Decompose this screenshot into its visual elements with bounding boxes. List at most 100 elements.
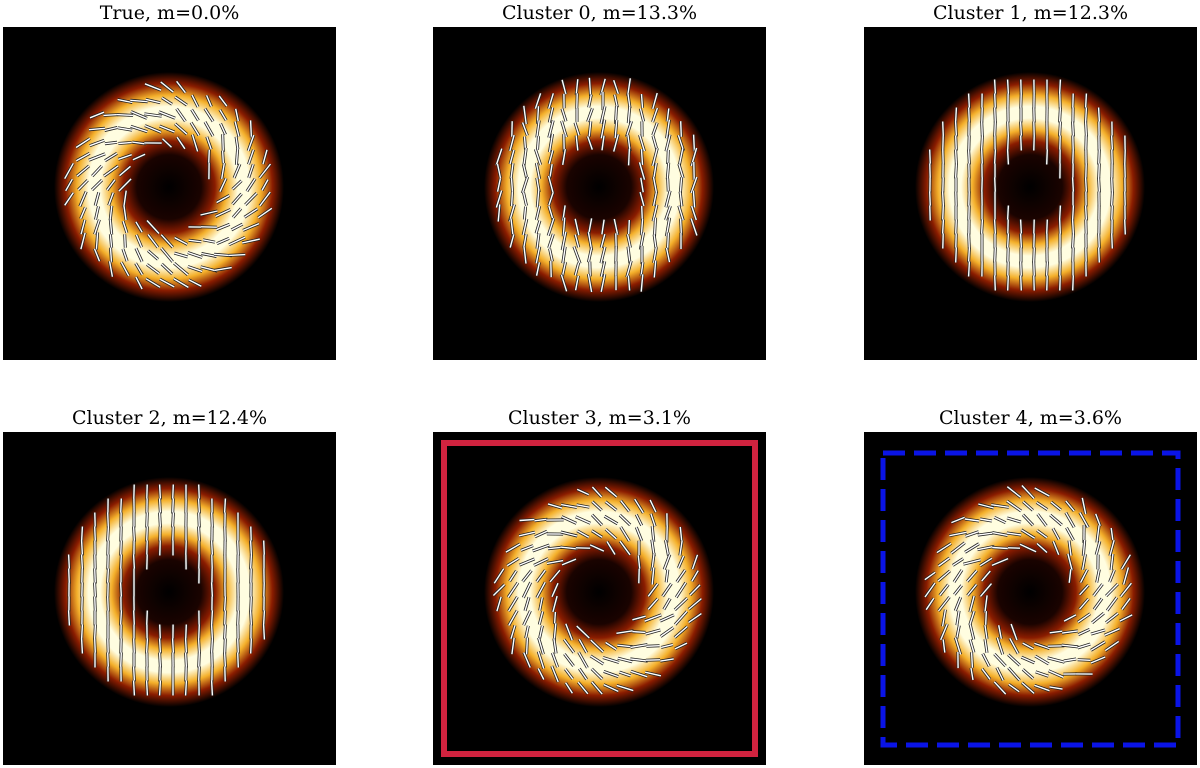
polarization-tick <box>1047 657 1065 663</box>
polarization-tick <box>519 558 535 566</box>
polarization-tick <box>106 568 110 584</box>
polarization-tick <box>929 191 931 207</box>
polarization-tick <box>106 179 116 191</box>
polarization-tick <box>249 120 253 138</box>
polarization-tick <box>133 610 135 626</box>
polarization-tick <box>176 108 186 122</box>
polarization-tick <box>159 278 175 288</box>
polarization-tick <box>1036 529 1048 539</box>
polarization-tick <box>144 113 162 117</box>
polarization-tick <box>666 232 670 250</box>
polarization-tick <box>204 121 214 137</box>
polarization-tick <box>197 498 201 514</box>
polarization-tick <box>981 570 991 582</box>
polarization-tick <box>172 498 174 514</box>
polarization-tick <box>984 639 988 653</box>
polarization-tick <box>561 261 567 277</box>
polarization-tick <box>630 670 648 678</box>
polarization-tick <box>64 162 74 180</box>
polarization-tick <box>523 246 527 264</box>
polarization-tick <box>1049 514 1063 526</box>
polarization-tick <box>235 108 239 122</box>
polarization-tick <box>690 218 698 236</box>
polarization-tick <box>954 149 958 165</box>
polarization-tick <box>1095 513 1101 527</box>
polarization-tick <box>1104 628 1120 636</box>
polarization-tick <box>1068 540 1072 556</box>
polarization-tick <box>67 554 71 570</box>
polarization-tick <box>536 120 540 138</box>
polarization-tick <box>996 667 1004 681</box>
polarization-tick <box>262 149 268 165</box>
polarization-tick <box>535 205 541 221</box>
polarization-tick <box>924 571 936 581</box>
polarization-tick <box>1058 107 1062 123</box>
polarization-tick <box>576 488 590 496</box>
polarization-tick <box>210 680 214 696</box>
polarization-tick <box>576 504 590 508</box>
polarization-tick <box>1049 686 1063 690</box>
ring-image <box>3 432 336 765</box>
polarization-tick <box>119 165 131 177</box>
polarization-tick <box>1046 219 1048 235</box>
polarization-tick <box>1034 684 1050 692</box>
polarization-tick <box>968 107 970 123</box>
polarization-tick <box>626 234 632 248</box>
polarization-tick <box>964 518 980 522</box>
polarization-tick <box>578 668 588 680</box>
polarization-tick <box>546 559 564 565</box>
polarization-tick <box>1063 614 1077 622</box>
polarization-tick <box>993 149 997 165</box>
polarization-tick <box>242 238 260 244</box>
polarization-tick <box>578 638 588 654</box>
polarization-tick <box>993 653 1007 667</box>
polarization-tick <box>492 584 506 596</box>
polarization-tick <box>132 666 136 682</box>
polarization-tick <box>523 206 527 220</box>
polarization-tick <box>1071 121 1075 137</box>
polarization-tick <box>188 279 202 287</box>
polarization-tick <box>678 205 684 221</box>
polarization-tick <box>1034 487 1050 497</box>
polarization-tick <box>122 248 128 262</box>
ring-emission <box>915 72 1145 302</box>
polarization-tick <box>1033 247 1035 263</box>
polarization-tick <box>160 81 174 93</box>
polarization-tick <box>560 274 568 292</box>
polarization-tick <box>967 247 971 263</box>
polarization-tick <box>548 150 554 164</box>
polarization-tick <box>198 484 200 500</box>
polarization-tick <box>135 276 143 290</box>
polarization-tick <box>587 231 593 251</box>
polarization-tick <box>146 512 148 528</box>
polarization-tick <box>244 192 258 206</box>
polarization-tick <box>955 219 957 235</box>
polarization-tick <box>197 526 201 542</box>
polarization-tick <box>659 614 675 622</box>
polarization-tick <box>522 581 532 599</box>
polarization-tick <box>68 568 70 584</box>
ring-image <box>433 27 766 360</box>
polarization-tick <box>132 554 136 570</box>
polarization-tick <box>588 77 592 97</box>
polarization-tick <box>184 638 188 654</box>
polarization-tick <box>160 247 174 263</box>
polarization-tick <box>208 149 210 165</box>
polarization-tick <box>561 108 567 122</box>
polarization-tick <box>577 651 589 669</box>
polarization-tick <box>637 555 641 569</box>
polarization-tick <box>235 149 239 165</box>
panel-title: Cluster 1, m=12.3% <box>932 2 1129 24</box>
polarization-tick <box>1077 643 1091 649</box>
polarization-tick <box>632 630 646 634</box>
polarization-tick <box>937 570 951 582</box>
polarization-tick <box>1079 569 1089 583</box>
polarization-tick <box>223 624 227 640</box>
polarization-tick <box>1082 539 1086 557</box>
polarization-tick <box>688 613 702 623</box>
polarization-tick <box>495 190 503 208</box>
ring-image <box>3 27 336 360</box>
polarization-tick <box>1052 527 1060 541</box>
polarization-tick <box>1052 540 1060 556</box>
polarization-tick <box>158 680 162 696</box>
